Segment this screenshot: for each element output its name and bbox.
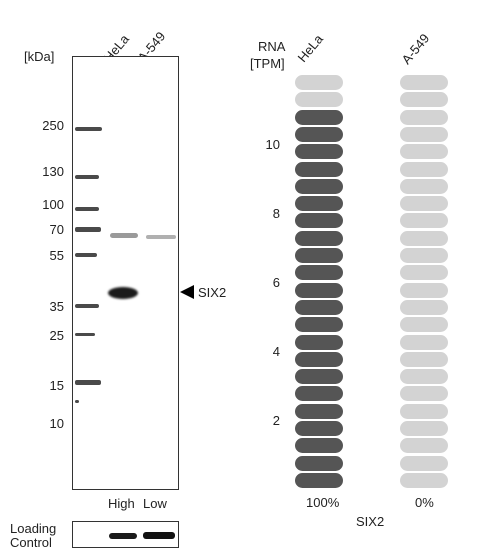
rna-pill: [295, 386, 343, 402]
rna-pill: [295, 213, 343, 229]
rna-axis-2: 2: [272, 413, 280, 428]
band-hela-70: [110, 233, 138, 238]
rna-pill: [400, 438, 448, 454]
ladder-band: [75, 127, 102, 131]
rna-pill: [400, 75, 448, 90]
ladder-band: [75, 304, 99, 308]
ladder-band: [75, 227, 101, 232]
target-label: SIX2: [198, 285, 227, 300]
rna-pill: [400, 248, 448, 263]
ladder-band: [75, 400, 79, 403]
blot-membrane: [72, 56, 179, 490]
rna-pill: [400, 230, 448, 246]
rna-pill: [295, 455, 343, 471]
rna-pill: [400, 386, 448, 402]
rna-pill: [400, 403, 448, 419]
rna-pill: [400, 126, 448, 142]
loading-label-low: Low: [143, 496, 167, 511]
rna-pill: [295, 421, 343, 436]
rna-pill: [295, 438, 343, 454]
rna-pill: [295, 472, 343, 488]
rna-pill: [295, 248, 343, 263]
ladder-band: [75, 207, 99, 211]
loading-control-label-1: Loading: [10, 521, 57, 536]
rna-title-2: [TPM]: [250, 56, 285, 71]
rna-pill: [400, 161, 448, 177]
rna-pill: [400, 196, 448, 212]
rna-pill: [295, 299, 343, 315]
rna-percent-hela: 100%: [306, 495, 340, 510]
rna-pill: [295, 109, 343, 125]
rna-pill: [400, 472, 448, 488]
loading-band-low: [143, 532, 175, 539]
rna-pill: [400, 299, 448, 315]
rna-pill: [400, 213, 448, 229]
rna-pill: [295, 351, 343, 367]
marker-250: 250: [42, 118, 64, 133]
rna-pill: [295, 230, 343, 246]
marker-25: 25: [49, 328, 64, 343]
marker-55: 55: [49, 248, 64, 263]
marker-35: 35: [49, 299, 64, 314]
rna-pill: [400, 144, 448, 160]
rna-axis-4: 4: [272, 344, 280, 359]
kda-label: [kDa]: [24, 49, 55, 64]
loading-control-blot: [72, 521, 179, 548]
marker-130: 130: [42, 164, 64, 179]
rna-pill: [400, 421, 448, 436]
rna-pill: [295, 369, 343, 385]
band-a549-70: [146, 235, 176, 239]
rna-pill: [295, 126, 343, 142]
rna-percent-a549: 0%: [415, 495, 434, 510]
rna-pill: [295, 161, 343, 177]
rna-pill: [295, 334, 343, 350]
rna-pill: [295, 178, 343, 194]
ladder-band: [75, 253, 97, 257]
rna-pill: [400, 455, 448, 471]
loading-band-high: [109, 533, 137, 539]
marker-15: 15: [49, 378, 64, 393]
rna-pill: [400, 334, 448, 350]
rna-pill: [400, 92, 448, 108]
rna-axis-6: 6: [272, 275, 280, 290]
marker-10: 10: [49, 416, 64, 431]
rna-axis-8: 8: [272, 206, 280, 221]
rna-pill: [400, 265, 448, 281]
ladder-band: [75, 333, 95, 336]
band-hela-six2: [108, 287, 138, 299]
marker-70: 70: [49, 222, 64, 237]
rna-pill: [295, 282, 343, 298]
rna-cell-a549: A-549: [398, 30, 433, 68]
rna-pill: [295, 144, 343, 160]
rna-pill: [400, 109, 448, 125]
rna-pill: [295, 75, 343, 90]
rna-pill: [295, 196, 343, 212]
rna-axis-10: 10: [265, 137, 280, 152]
rna-pill: [400, 369, 448, 385]
ladder-band: [75, 380, 101, 385]
target-arrow-icon: [180, 285, 194, 299]
rna-pill: [400, 351, 448, 367]
ladder-band: [75, 175, 99, 179]
loading-label-high: High: [108, 496, 135, 511]
rna-pill: [295, 403, 343, 419]
loading-control-label-2: Control: [10, 535, 52, 550]
rna-pill: [400, 282, 448, 298]
rna-cell-hela: HeLa: [294, 31, 326, 65]
rna-pill: [400, 317, 448, 333]
rna-pill: [400, 178, 448, 194]
rna-pill: [295, 265, 343, 281]
rna-pill: [295, 92, 343, 108]
marker-100: 100: [42, 197, 64, 212]
rna-title-1: RNA: [258, 39, 286, 54]
rna-pill: [295, 317, 343, 333]
rna-gene-label: SIX2: [356, 514, 385, 529]
